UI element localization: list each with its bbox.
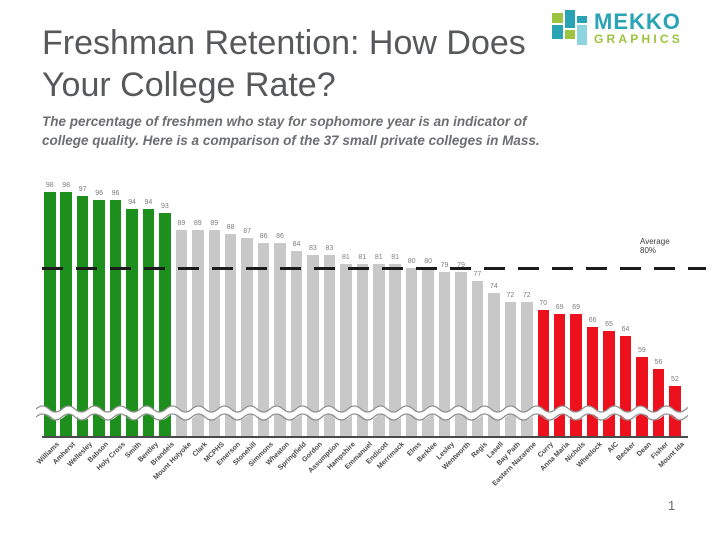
bar: [586, 327, 599, 437]
bar: [290, 251, 303, 437]
page-subtitle-line2: college quality. Here is a comparison of…: [42, 133, 540, 148]
page-subtitle-line1: The percentage of freshmen who stay for …: [42, 114, 527, 129]
bar-value-label: 72: [506, 291, 515, 299]
bar-value-label: 81: [358, 253, 367, 261]
bar: [192, 230, 204, 437]
bar: [93, 200, 105, 437]
bar-value-label: 66: [588, 317, 597, 325]
bar: [373, 263, 385, 437]
bar: [356, 263, 369, 437]
bar: [208, 230, 220, 437]
mekko-graphics-logo: MEKKO GRAPHICS: [552, 10, 683, 50]
bar: [422, 268, 434, 437]
bar-value-label: 86: [276, 232, 284, 240]
axis-break-squiggle: [36, 405, 688, 421]
bar: [340, 263, 352, 437]
bar: [570, 314, 582, 437]
bar: [142, 208, 155, 437]
bar-value-label: 98: [62, 182, 71, 190]
bar-value-label: 88: [226, 224, 235, 232]
bar: [537, 310, 549, 437]
bar: [274, 242, 286, 437]
page-subtitle: The percentage of freshmen who stay for …: [42, 112, 542, 150]
bar-value-label: 70: [539, 300, 548, 308]
bar-value-label: 80: [424, 258, 432, 265]
bar: [76, 196, 89, 437]
bar-value-label: 86: [259, 232, 268, 240]
bar-category-label: AIC: [606, 441, 621, 455]
bar: [224, 234, 237, 437]
bar-value-label: 79: [457, 262, 465, 270]
bar-value-label: 96: [95, 190, 103, 198]
bar-value-label: 83: [325, 245, 334, 253]
bar-value-label: 96: [111, 190, 120, 198]
bar-value-label: 81: [374, 253, 383, 261]
page-title-line2: Your College Rate?: [42, 66, 336, 104]
x-axis-baseline: [42, 436, 688, 438]
bar: [619, 335, 632, 437]
bar: [438, 272, 451, 437]
logo-brand-name: MEKKO: [594, 9, 681, 34]
bar-value-label: 69: [572, 304, 581, 312]
bar-category-label: Regis: [470, 441, 489, 460]
bar-value-label: 79: [440, 262, 449, 270]
logo-text: MEKKO GRAPHICS: [594, 10, 683, 46]
bar: [405, 268, 418, 437]
bar: [159, 213, 171, 437]
bar-value-label: 81: [391, 253, 400, 261]
bar: [323, 255, 336, 437]
bar-value-label: 56: [654, 359, 663, 367]
bar: [521, 301, 533, 437]
bar-value-label: 98: [45, 182, 54, 190]
bar: [652, 369, 665, 437]
bar: [603, 331, 615, 437]
bar-value-label: 87: [243, 228, 252, 236]
bar: [504, 301, 517, 437]
bar-value-label: 72: [522, 291, 531, 299]
bar-value-label: 64: [621, 325, 630, 333]
bar-value-label: 65: [605, 321, 613, 329]
bar-value-label: 89: [177, 220, 186, 228]
bar: [553, 314, 566, 437]
bar-value-label: 89: [210, 220, 219, 228]
bar-value-label: 97: [78, 186, 87, 194]
bar-value-label: 69: [555, 304, 564, 312]
bar: [109, 200, 122, 437]
bar: [126, 208, 138, 437]
bar-value-label: 83: [309, 245, 317, 253]
average-dashed-line: [42, 267, 706, 270]
bar: [488, 293, 500, 437]
logo-brand-subname: GRAPHICS: [594, 32, 683, 46]
page-number: 1: [668, 498, 676, 513]
bar-value-label: 93: [160, 203, 169, 211]
bar-value-label: 81: [341, 253, 350, 261]
average-line-label: Average 80%: [640, 237, 670, 255]
bar-value-label: 74: [489, 283, 498, 291]
bar-value-label: 89: [193, 220, 202, 228]
bar: [455, 272, 467, 437]
bar-value-label: 84: [292, 241, 301, 249]
bar: [241, 238, 253, 437]
bar-value-label: 77: [473, 270, 482, 278]
bar: [60, 192, 72, 437]
bar: [307, 255, 319, 437]
mekko-chart-logo-icon: [552, 10, 588, 50]
bar: [636, 356, 648, 437]
bar: [44, 192, 56, 437]
bar: [471, 280, 484, 437]
bar-value-label: 52: [670, 376, 679, 384]
bar-value-label: 94: [144, 198, 153, 206]
page-title-line1: Freshman Retention: How Does: [42, 24, 526, 62]
bar-value-label: 94: [128, 198, 136, 206]
bar: [175, 230, 188, 437]
bar-value-label: 59: [638, 346, 646, 354]
bar: [257, 242, 270, 437]
page-title: Freshman Retention: How Does Your Colleg…: [42, 22, 562, 106]
bar: [389, 263, 401, 437]
bar-value-label: 80: [407, 258, 416, 265]
